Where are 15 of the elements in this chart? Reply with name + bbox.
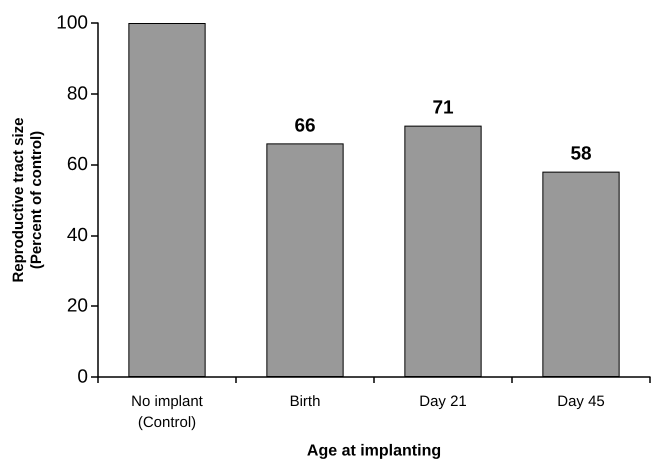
data-label: 71 (432, 98, 454, 119)
y-tick-label: 100 (56, 12, 88, 34)
x-axis-title: Age at implanting (306, 442, 442, 460)
y-tick-label: 0 (77, 366, 88, 388)
y-tick-label: 20 (66, 296, 88, 317)
x-tick-label: Day 21 (419, 393, 467, 410)
y-tick-label: 40 (66, 224, 88, 246)
data-label: 66 (294, 115, 316, 136)
x-tick-label: Day 45 (557, 393, 605, 410)
y-tick-label: 60 (66, 154, 88, 176)
y-axis-title: Reproductive tract size (Percent of control) (10, 117, 45, 283)
data-label: 58 (570, 144, 592, 165)
x-tick-label: No implant (Control) (131, 393, 204, 431)
x-tick-label: Birth (290, 393, 320, 410)
y-tick-label: 80 (66, 83, 88, 104)
